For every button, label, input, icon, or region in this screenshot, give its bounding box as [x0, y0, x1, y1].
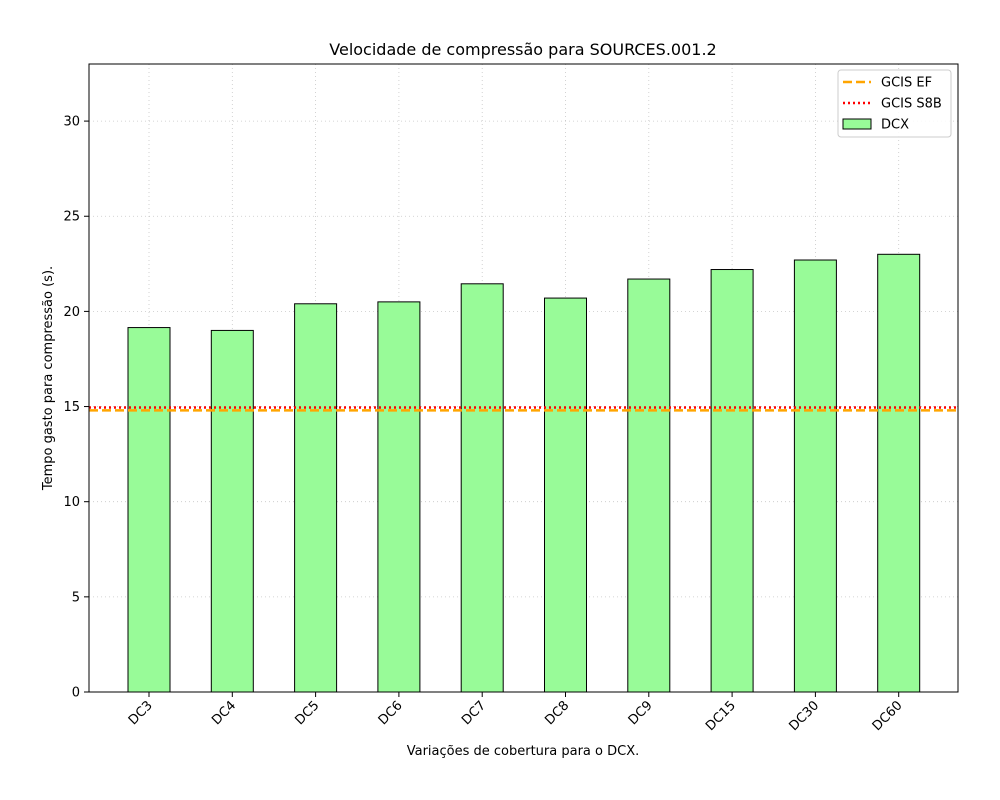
legend: GCIS EF GCIS S8B DCX	[837, 69, 952, 138]
reference-lines	[89, 406, 958, 412]
bar-dc7	[460, 283, 504, 693]
legend-label: GCIS S8B	[881, 97, 942, 112]
y-tick-label: 25	[63, 210, 80, 225]
bars	[127, 253, 921, 693]
y-tick-label: 0	[72, 686, 80, 701]
bar-dc60	[877, 253, 921, 693]
bar-dc6	[377, 301, 421, 693]
bar-dc9	[627, 278, 671, 693]
legend-label: GCIS EF	[881, 76, 932, 91]
bar-dc4	[210, 329, 254, 693]
x-axis-title: Variações de cobertura para o DCX.	[407, 744, 640, 759]
legend-swatch-dcx	[842, 118, 872, 130]
y-axis-ticks: 0 5 10 15 20 25 30	[63, 115, 89, 701]
plot-frame	[88, 63, 959, 693]
chart-title: Velocidade de compressão para SOURCES.00…	[329, 40, 716, 59]
y-tick-label: 10	[63, 495, 80, 510]
y-tick-label: 5	[72, 590, 80, 605]
bar-dc8	[544, 297, 587, 693]
y-tick-label: 15	[63, 400, 80, 415]
bar-dc15	[710, 269, 754, 693]
bar-dc30	[793, 259, 837, 693]
y-tick-label: 20	[63, 305, 80, 320]
bar-dc5	[294, 303, 338, 693]
y-tick-label: 30	[63, 115, 80, 130]
legend-label: DCX	[881, 118, 909, 133]
y-axis-title: Tempo gasto para compressão (s).	[41, 266, 56, 491]
bar-dc3	[127, 327, 171, 693]
